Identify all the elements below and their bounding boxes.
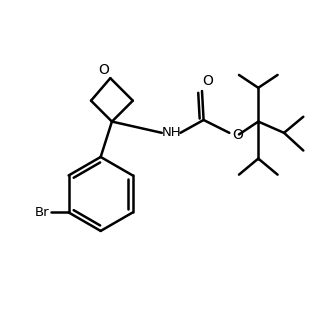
Text: O: O — [98, 63, 109, 77]
Text: Br: Br — [35, 206, 49, 219]
Text: NH: NH — [162, 126, 182, 139]
Text: O: O — [233, 128, 244, 143]
Text: O: O — [202, 74, 213, 88]
